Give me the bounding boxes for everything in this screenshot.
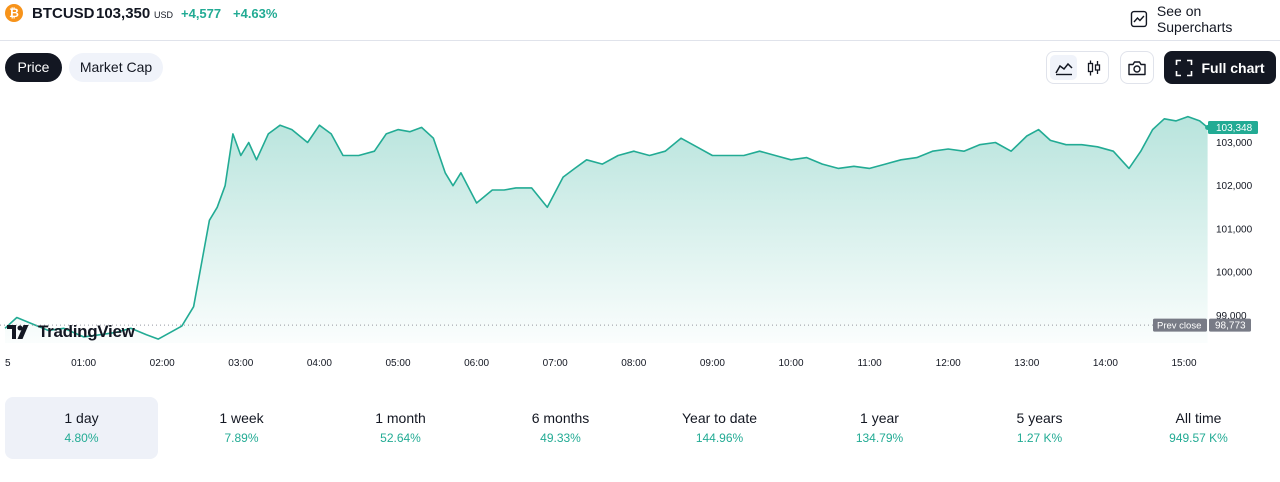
x-tick-label: 03:00 — [228, 358, 253, 369]
x-axis: 5 01:00 02:00 03:00 04:00 05:00 06:00 07:00 08:0… — [5, 358, 1197, 369]
area-chart-button[interactable] — [1050, 55, 1077, 80]
x-tick-label: 05:00 — [385, 358, 410, 369]
camera-icon — [1128, 60, 1146, 75]
tradingview-logo-icon — [7, 325, 29, 339]
full-chart-button[interactable]: Full chart — [1164, 51, 1276, 84]
period-1-month[interactable]: 1 month 52.64% — [324, 397, 477, 459]
price-change-absolute: +4,577 — [181, 6, 222, 21]
y-tick-label: 102,000 — [1216, 181, 1253, 192]
x-tick-label: 15:00 — [1171, 358, 1196, 369]
full-chart-label: Full chart — [1201, 59, 1265, 76]
y-tick-label: 100,000 — [1216, 268, 1253, 279]
last-price-badge — [1208, 121, 1258, 134]
see-on-supercharts-link[interactable]: See on Supercharts — [1130, 3, 1280, 35]
period-change: 4.80% — [64, 431, 99, 445]
price-area-fill — [5, 116, 1208, 343]
period-change: 134.79% — [855, 431, 904, 445]
candlestick-icon — [1087, 60, 1100, 75]
period-1-week[interactable]: 1 week 7.89% — [165, 397, 318, 459]
prev-close-value-badge — [1209, 318, 1251, 332]
period-change: 144.96% — [695, 431, 744, 445]
period-label: Year to date — [682, 410, 757, 426]
period-label: All time — [1175, 410, 1222, 426]
period-label: 5 years — [1016, 410, 1063, 426]
x-tick-label: 08:00 — [621, 358, 646, 369]
tradingview-logo: TradingView — [7, 322, 135, 342]
last-price-label: 103,348 — [1216, 123, 1253, 134]
fullscreen-icon — [1176, 59, 1193, 76]
period-label: 6 months — [531, 410, 590, 426]
x-tick-label: 11:00 — [857, 358, 882, 369]
snapshot-button[interactable] — [1120, 51, 1154, 84]
price-currency: USD — [154, 10, 174, 20]
y-tick-label: 99,000 — [1216, 311, 1247, 322]
price-badges: 103,348 Prev close 98,773 — [1153, 121, 1258, 332]
period-label: 1 day — [64, 410, 99, 426]
y-tick-label: 103,000 — [1216, 138, 1253, 149]
x-tick-label: 12:00 — [936, 358, 961, 369]
period-6-months[interactable]: 6 months 49.33% — [484, 397, 637, 459]
candlestick-chart-button[interactable] — [1080, 55, 1107, 80]
price-chart[interactable]: 103,000 102,000 101,000 100,000 99,000 5 01:0… — [0, 95, 1280, 375]
x-tick-label: 02:00 — [150, 358, 175, 369]
price-series — [4, 115, 1211, 343]
x-tick-label: 06:00 — [464, 358, 489, 369]
period-year-to-date[interactable]: Year to date 144.96% — [643, 397, 796, 459]
period-change: 7.89% — [224, 431, 259, 445]
chart-trend-icon — [1130, 10, 1148, 28]
period-selector: 1 day 4.80% 1 week 7.89% 1 month 52.64% … — [5, 397, 1275, 459]
current-price: 103,350 — [96, 5, 151, 22]
chart-style-toggle — [1046, 51, 1109, 84]
symbol-name: BTCUSD — [32, 5, 95, 22]
x-tick-label: 09:00 — [700, 358, 725, 369]
header-divider — [0, 40, 1280, 41]
symbol-header: ₿ BTCUSD 103,350 USD +4,577 +4.63% See o… — [0, 0, 1280, 35]
period-change: 949.57 K% — [1169, 431, 1228, 445]
x-tick-label: 10:00 — [778, 358, 803, 369]
period-label: 1 year — [860, 410, 899, 426]
period-label: 1 week — [219, 410, 264, 426]
period-1-year[interactable]: 1 year 134.79% — [803, 397, 956, 459]
x-tick-label: 04:00 — [307, 358, 332, 369]
period-label: 1 month — [375, 410, 426, 426]
y-tick-label: 101,000 — [1216, 224, 1253, 235]
prev-close-badge — [1153, 318, 1207, 332]
price-line — [4, 115, 1209, 340]
x-tick-label: 07:00 — [543, 358, 568, 369]
period-change: 1.27 K% — [1016, 431, 1063, 445]
price-change-percent: +4.63% — [233, 6, 278, 21]
period-change: 52.64% — [380, 431, 421, 445]
period-all-time[interactable]: All time 949.57 K% — [1122, 397, 1275, 459]
prev-close-label: Prev close — [1157, 320, 1201, 331]
period-5-years[interactable]: 5 years 1.27 K% — [963, 397, 1116, 459]
period-change: 49.33% — [540, 431, 581, 445]
area-chart-icon — [1054, 62, 1073, 75]
x-tick-label: 14:00 — [1093, 358, 1118, 369]
see-on-supercharts-label: See on Supercharts — [1156, 3, 1233, 35]
x-tick-label: 01:00 — [71, 358, 96, 369]
x-tick-label: 13:00 — [1014, 358, 1039, 369]
bitcoin-icon: ₿ — [5, 4, 23, 22]
tab-price[interactable]: Price — [5, 53, 62, 82]
y-axis: 103,000 102,000 101,000 100,000 99,000 — [1216, 138, 1253, 322]
tab-market-cap[interactable]: Market Cap — [69, 53, 163, 82]
prev-close-value: 98,773 — [1215, 321, 1246, 332]
x-tick-label: 5 — [5, 358, 11, 369]
period-1-day[interactable]: 1 day 4.80% — [5, 397, 158, 459]
tradingview-logo-text: TradingView — [38, 322, 135, 341]
